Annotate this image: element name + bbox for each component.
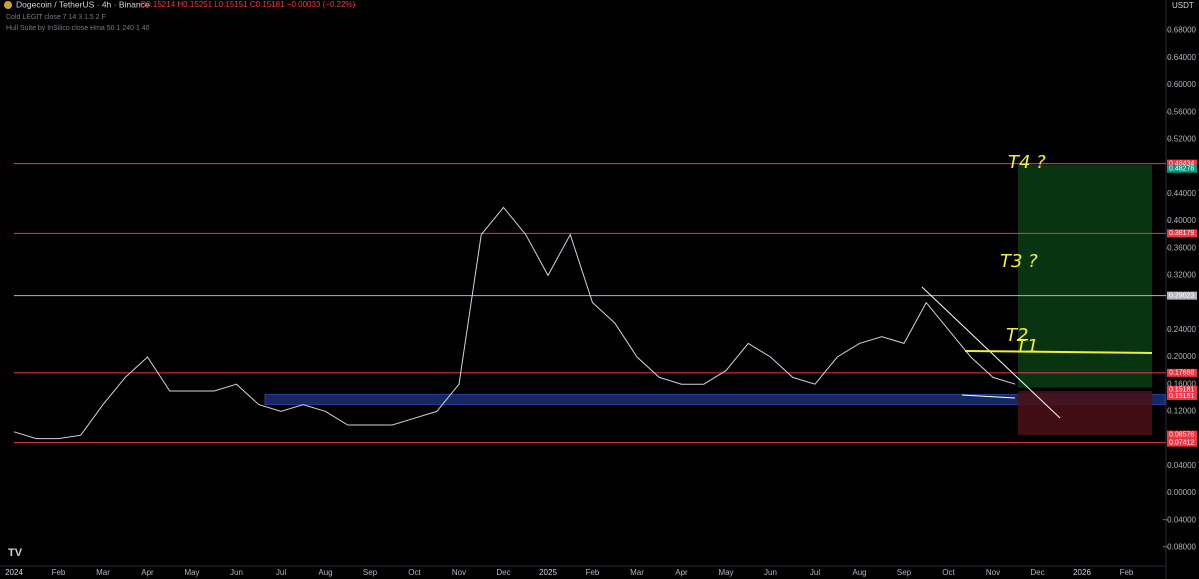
x-tick-label: May bbox=[718, 568, 733, 577]
y-tick-label: 0.44000 bbox=[1167, 189, 1196, 198]
ohlc: O0.15214 H0.15251 L0.15151 C0.15181 −0.0… bbox=[140, 0, 356, 9]
price-tag bbox=[1167, 391, 1197, 400]
price-tag bbox=[1167, 430, 1197, 439]
x-tick-label: Nov bbox=[452, 568, 466, 577]
price-label: 0.15151 bbox=[1169, 393, 1194, 400]
x-tick-label: Jun bbox=[764, 568, 777, 577]
y-tick-label: 0.36000 bbox=[1167, 243, 1196, 252]
x-tick-label: 2024 bbox=[5, 568, 23, 577]
x-tick-label: Aug bbox=[852, 568, 866, 577]
level-tag bbox=[1167, 159, 1197, 168]
chart-title: Dogecoin / TetherUS · 4h · Binance bbox=[16, 0, 150, 9]
annotation: T1 bbox=[1016, 336, 1038, 357]
zone bbox=[264, 393, 1166, 406]
x-tick-label: 2025 bbox=[539, 568, 557, 577]
logo: TV bbox=[8, 547, 23, 559]
price-label: 0.08576 bbox=[1169, 432, 1194, 439]
x-tick-label: Aug bbox=[318, 568, 332, 577]
annotation: T4 ? bbox=[1008, 152, 1046, 173]
y-tick-label: 0.68000 bbox=[1167, 26, 1196, 35]
x-tick-label: Jun bbox=[230, 568, 243, 577]
price-label: 0.15181 bbox=[1169, 387, 1194, 394]
x-tick-label: Oct bbox=[942, 568, 955, 577]
t1-line bbox=[964, 350, 1153, 354]
x-tick-label: Mar bbox=[96, 568, 110, 577]
price-line bbox=[13, 206, 1016, 440]
y-tick-label: 0.00000 bbox=[1167, 488, 1196, 497]
x-tick-label: Mar bbox=[630, 568, 644, 577]
x-tick-label: Sep bbox=[363, 568, 378, 577]
y-tick-label: 0.04000 bbox=[1167, 461, 1196, 470]
price-tag bbox=[1167, 164, 1197, 173]
level-label: 0.48434 bbox=[1169, 160, 1194, 167]
zone bbox=[1018, 164, 1152, 388]
coin-icon bbox=[4, 1, 12, 9]
x-tick-label: Jul bbox=[276, 568, 286, 577]
zone bbox=[1018, 391, 1152, 436]
trendline bbox=[961, 394, 1016, 399]
y-tick-label: 0.16000 bbox=[1167, 379, 1196, 388]
y-tick-label: −0.04000 bbox=[1162, 515, 1196, 524]
x-tick-label: Feb bbox=[1120, 568, 1134, 577]
y-tick-label: 0.12000 bbox=[1167, 407, 1196, 416]
price-label: 0.48278 bbox=[1169, 166, 1194, 173]
indicator: Hull Suite by InSilico close Hma 50 1 24… bbox=[6, 25, 150, 32]
x-tick-label: Dec bbox=[1030, 568, 1044, 577]
price-tag bbox=[1167, 385, 1197, 394]
y-tick-label: 0.40000 bbox=[1167, 216, 1196, 225]
x-tick-label: Apr bbox=[141, 568, 154, 577]
x-tick-label: Oct bbox=[408, 568, 421, 577]
annotation: T2 bbox=[1006, 325, 1028, 346]
x-tick-label: Dec bbox=[496, 568, 510, 577]
level-tag bbox=[1167, 291, 1197, 300]
level-label: 0.29023 bbox=[1169, 292, 1194, 299]
level-label: 0.38179 bbox=[1169, 230, 1194, 237]
x-tick-label: Feb bbox=[586, 568, 600, 577]
currency: USDT bbox=[1172, 1, 1194, 10]
y-tick-label: 0.24000 bbox=[1167, 325, 1196, 334]
x-tick-label: Jul bbox=[810, 568, 820, 577]
indicator: Cold LEGIT close 7 14 3 1.5 2 F bbox=[6, 14, 106, 21]
y-tick-label: 0.60000 bbox=[1167, 80, 1196, 89]
y-tick-label: 0.64000 bbox=[1167, 53, 1196, 62]
x-tick-label: 2026 bbox=[1073, 568, 1091, 577]
y-tick-label: 0.20000 bbox=[1167, 352, 1196, 361]
y-tick-label: 0.32000 bbox=[1167, 271, 1196, 280]
x-tick-label: Nov bbox=[986, 568, 1000, 577]
level-tag bbox=[1167, 229, 1197, 238]
y-tick-label: 0.52000 bbox=[1167, 135, 1196, 144]
x-tick-label: Sep bbox=[897, 568, 912, 577]
annotation: T3 ? bbox=[1000, 251, 1038, 272]
level-tag bbox=[1167, 438, 1197, 447]
y-tick-label: 0.56000 bbox=[1167, 107, 1196, 116]
trendline bbox=[921, 286, 1061, 419]
level-label: 0.17668 bbox=[1169, 370, 1194, 377]
x-tick-label: Apr bbox=[675, 568, 688, 577]
y-tick-label: −0.08000 bbox=[1162, 543, 1196, 552]
x-tick-label: Feb bbox=[52, 568, 66, 577]
level-label: 0.07412 bbox=[1169, 439, 1194, 446]
level-tag bbox=[1167, 368, 1197, 377]
x-tick-label: May bbox=[184, 568, 199, 577]
